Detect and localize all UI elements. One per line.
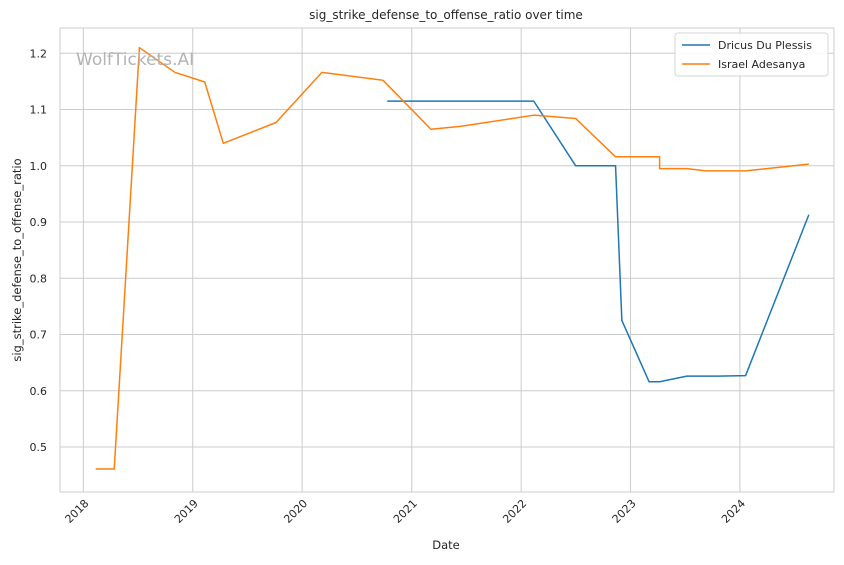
plot-frame [59, 27, 835, 493]
series-line-dricus-du-plessis [387, 100, 810, 383]
y-tick-label: 1.2 [30, 47, 48, 60]
grid-lines [60, 28, 834, 492]
legend-box [674, 32, 829, 77]
chart-title: sig_strike_defense_to_offense_ratio over… [309, 8, 583, 22]
y-axis-label: sig_strike_defense_to_offense_ratio [10, 158, 24, 361]
y-tick-label: 1.1 [30, 104, 48, 117]
x-axis-label: Date [432, 538, 460, 552]
y-tick-label: 0.9 [30, 216, 48, 229]
y-tick-label: 0.6 [30, 385, 48, 398]
series-lines [95, 46, 810, 470]
series-line-israel-adesanya [95, 46, 809, 470]
y-tick-label: 1.0 [30, 160, 48, 173]
y-tick-labels: 0.5 0.6 0.7 0.8 0.9 1.0 1.1 1.2 [30, 47, 48, 454]
y-tick-label: 0.8 [30, 272, 48, 285]
y-tick-label: 0.5 [30, 441, 48, 454]
y-tick-label: 0.7 [30, 329, 48, 342]
legend: Dricus Du Plessis Israel Adesanya [674, 32, 829, 77]
legend-label-dricus-du-plessis: Dricus Du Plessis [718, 39, 812, 52]
watermark: WolfTickets.AI [76, 50, 194, 70]
legend-label-israel-adesanya: Israel Adesanya [718, 58, 805, 71]
